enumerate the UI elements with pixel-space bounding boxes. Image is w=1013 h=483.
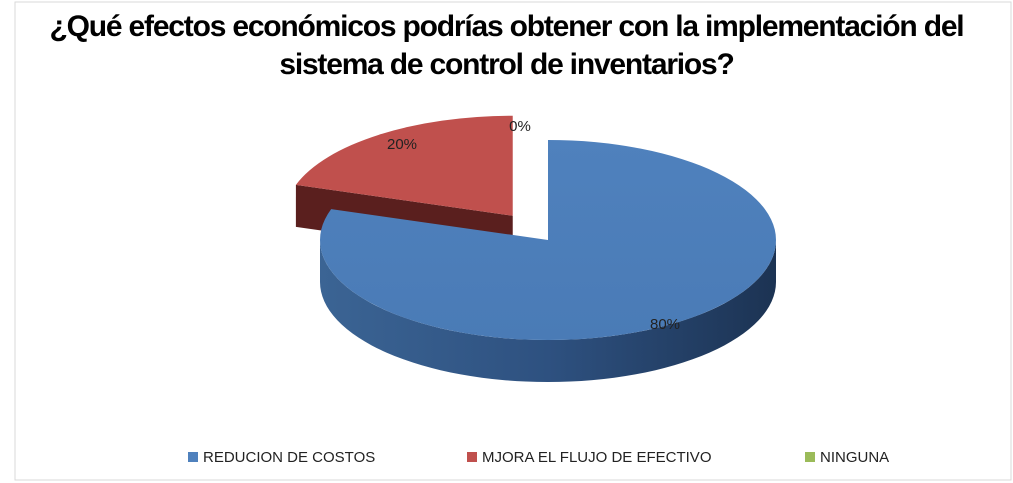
legend-label: NINGUNA	[820, 449, 889, 466]
chart-frame	[14, 1, 1012, 481]
pie-slice	[320, 140, 777, 341]
data-label: 20%	[387, 136, 417, 153]
data-label: 80%	[650, 316, 680, 333]
legend-swatch	[467, 452, 477, 462]
legend-swatch	[805, 452, 815, 462]
data-label: 0%	[509, 118, 531, 135]
pie-slice	[295, 115, 513, 216]
legend-swatch	[188, 452, 198, 462]
legend-label: REDUCION DE COSTOS	[203, 449, 375, 466]
legend-label: MJORA EL FLUJO DE EFECTIVO	[482, 449, 711, 466]
chart-title: ¿Qué efectos económicos podrías obtener …	[49, 10, 965, 81]
slice-side	[320, 240, 776, 382]
